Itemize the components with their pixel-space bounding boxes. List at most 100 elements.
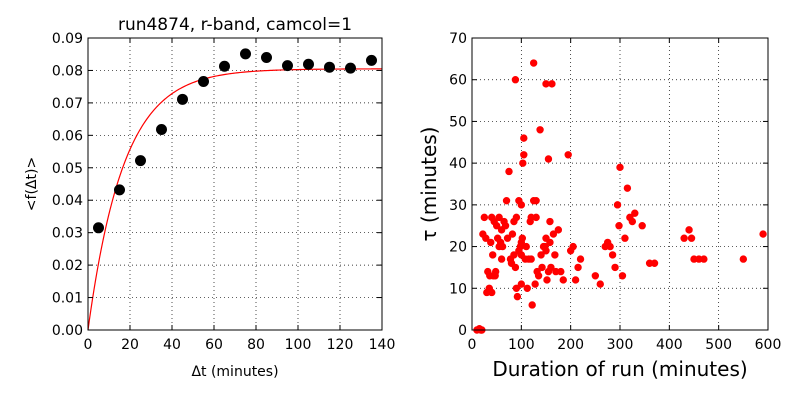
right-x-tick-label: 200 [557, 337, 584, 353]
right-data-point [511, 76, 520, 84]
right-data-point [488, 288, 496, 297]
left-data-point [366, 54, 377, 66]
right-data-point [685, 226, 693, 234]
right-data-point [512, 284, 521, 292]
right-data-point [596, 280, 604, 288]
right-y-tick-label: 70 [449, 31, 467, 47]
left-x-tick-label: 0 [84, 337, 93, 353]
right-data-point [511, 263, 520, 272]
left-chart-title: run4874, r-band, camcol=1 [118, 15, 352, 35]
left-x-tick-label: 40 [163, 337, 181, 353]
right-data-point [537, 251, 545, 259]
right-chart: 0 100 200 300 400 500 600 0 10 20 30 40 50 60 70 Durat… [417, 31, 781, 381]
left-data-point [93, 222, 104, 234]
right-data-point [536, 126, 544, 134]
right-data-point [497, 255, 506, 263]
right-data-point [512, 213, 521, 222]
right-data-point [480, 213, 489, 222]
right-data-point [505, 167, 513, 176]
right-data-point [606, 242, 614, 251]
right-data-point [700, 255, 708, 263]
right-x-tick-label: 400 [656, 337, 683, 353]
left-x-tick-label: 100 [285, 337, 312, 353]
left-x-tick-label: 140 [369, 337, 396, 353]
right-y-tick-label: 10 [449, 281, 467, 297]
left-y-tick-label: 0.04 [52, 193, 83, 209]
right-data-point [543, 276, 551, 284]
right-y-tick-label: 50 [449, 114, 467, 130]
right-x-tick-label: 0 [468, 337, 477, 353]
left-y-tick-label: 0.02 [52, 258, 83, 274]
right-data-point [513, 292, 522, 301]
right-data-point [564, 151, 572, 159]
left-y-tick-label: 0.07 [52, 96, 83, 112]
right-data-point [548, 80, 556, 88]
left-x-tick-label: 20 [121, 337, 139, 353]
left-data-points [93, 48, 377, 234]
right-y-tick-label: 60 [449, 73, 467, 89]
left-chart: 0 20 40 60 80 100 120 140 0.00 0.01 0.02 0.03 0.04 0.… [24, 15, 395, 380]
right-data-point [569, 242, 577, 251]
left-data-point [303, 58, 314, 70]
right-data-point [520, 134, 528, 142]
right-data-point [628, 217, 637, 226]
right-data-point [527, 255, 535, 263]
right-data-point [503, 234, 512, 242]
right-data-point [574, 263, 582, 272]
right-data-point [532, 213, 540, 222]
right-data-point [576, 255, 585, 263]
right-data-point [487, 238, 495, 247]
right-data-point [501, 222, 510, 230]
right-data-point [523, 284, 531, 292]
right-data-point [559, 276, 567, 284]
right-data-point [618, 272, 627, 280]
right-data-point [498, 242, 507, 251]
right-data-point [611, 263, 619, 272]
left-x-tick-label: 60 [205, 337, 223, 353]
right-data-point [508, 230, 517, 238]
right-y-tick-label: 20 [449, 240, 467, 256]
right-data-point [528, 301, 536, 309]
left-y-tick-label: 0.09 [52, 31, 83, 47]
right-data-point [549, 230, 558, 238]
right-y-tick-label: 0 [458, 323, 467, 339]
right-y-tick-label: 30 [449, 198, 467, 214]
right-data-point [520, 151, 528, 159]
right-data-point [482, 234, 490, 242]
right-ticks: 0 100 200 300 400 500 600 0 10 20 30 40 50 60 70 [449, 31, 781, 353]
right-data-point [538, 263, 546, 272]
right-data-point [551, 251, 559, 259]
right-data-point [531, 280, 539, 288]
right-data-point [491, 267, 500, 276]
left-y-tick-label: 0.05 [52, 161, 83, 177]
right-data-point [544, 155, 553, 163]
right-x-tick-label: 300 [607, 337, 634, 353]
right-data-point [591, 272, 600, 280]
right-data-point [623, 184, 632, 192]
left-y-tick-label: 0.00 [52, 323, 83, 339]
left-data-point [261, 51, 272, 63]
left-data-point [345, 62, 356, 74]
left-y-tick-label: 0.08 [52, 63, 83, 79]
right-data-point [638, 222, 646, 230]
left-data-point [219, 60, 230, 72]
left-data-point [240, 48, 251, 60]
left-data-point [198, 75, 209, 87]
right-data-point [621, 234, 629, 242]
left-data-point [114, 184, 125, 196]
right-data-point [571, 276, 580, 284]
right-data-point [522, 242, 530, 251]
right-data-point [495, 213, 503, 222]
right-data-point [532, 196, 540, 205]
right-data-point [613, 201, 622, 209]
right-x-axis-label: Duration of run (minutes) [492, 357, 747, 381]
right-data-point [554, 226, 563, 234]
right-y-axis-label: τ (minutes) [417, 127, 441, 242]
right-y-tick-label: 40 [449, 156, 467, 172]
right-data-point [529, 59, 538, 67]
left-y-tick-label: 0.06 [52, 128, 83, 144]
right-data-point [518, 234, 527, 242]
left-data-point [156, 123, 167, 135]
left-x-tick-label: 120 [327, 337, 354, 353]
left-x-axis-label: Δt (minutes) [191, 364, 278, 380]
